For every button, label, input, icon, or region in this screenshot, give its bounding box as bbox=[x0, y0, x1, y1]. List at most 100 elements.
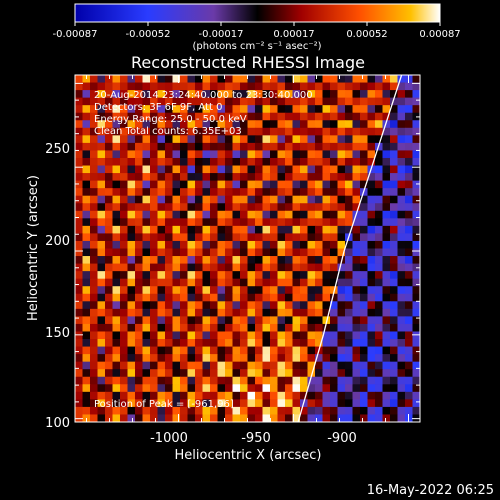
heatmap-cell bbox=[270, 339, 278, 347]
heatmap-cell bbox=[375, 97, 383, 106]
heatmap-cell bbox=[382, 150, 391, 159]
heatmap-cell bbox=[405, 256, 413, 264]
heatmap-cell bbox=[202, 188, 211, 197]
heatmap-cell bbox=[195, 346, 203, 355]
heatmap-cell bbox=[277, 165, 286, 174]
heatmap-cell bbox=[270, 256, 278, 264]
heatmap-cell bbox=[330, 75, 338, 83]
heatmap-cell bbox=[90, 323, 98, 332]
heatmap-cell bbox=[202, 75, 211, 83]
heatmap-cell bbox=[180, 346, 188, 355]
heatmap-cell bbox=[105, 248, 113, 257]
heatmap-cell bbox=[247, 195, 256, 204]
heatmap-cell bbox=[202, 240, 211, 249]
heatmap-cell bbox=[105, 323, 113, 332]
heatmap-cell bbox=[292, 323, 301, 332]
heatmap-cell bbox=[382, 391, 391, 400]
heatmap-cell bbox=[157, 225, 166, 234]
heatmap-cell bbox=[202, 278, 211, 287]
heatmap-cell bbox=[82, 195, 91, 204]
heatmap-cell bbox=[180, 399, 188, 408]
heatmap-cell bbox=[382, 323, 391, 332]
heatmap-cell bbox=[390, 414, 398, 422]
heatmap-cell bbox=[360, 233, 368, 242]
heatmap-cell bbox=[90, 346, 98, 355]
heatmap-cell bbox=[367, 376, 376, 385]
heatmap-cell bbox=[322, 323, 331, 332]
heatmap-cell bbox=[105, 399, 113, 408]
heatmap-cell bbox=[127, 203, 136, 212]
heatmap-cell bbox=[292, 135, 301, 144]
heatmap-cell bbox=[300, 150, 308, 159]
heatmap-cell bbox=[82, 157, 91, 166]
heatmap-cell bbox=[307, 127, 316, 136]
heatmap-cell bbox=[292, 414, 301, 422]
heatmap-cell bbox=[307, 354, 316, 363]
heatmap-cell bbox=[367, 301, 376, 310]
heatmap-cell bbox=[262, 339, 271, 347]
heatmap-cell bbox=[285, 127, 293, 136]
heatmap-cell bbox=[202, 361, 211, 370]
heatmap-cell bbox=[180, 316, 188, 325]
heatmap-cell bbox=[195, 203, 203, 212]
heatmap-cell bbox=[337, 406, 346, 415]
heatmap-cell bbox=[172, 75, 181, 83]
heatmap-cell bbox=[270, 150, 278, 159]
heatmap-cell bbox=[322, 301, 331, 310]
heatmap-cell bbox=[217, 180, 226, 189]
heatmap-cell bbox=[82, 90, 91, 99]
heatmap-cell bbox=[142, 240, 151, 249]
heatmap-cell bbox=[142, 263, 151, 272]
heatmap-cell bbox=[202, 271, 211, 280]
heatmap-cell bbox=[172, 240, 181, 249]
x-axis-label: Heliocentric X (arcsec) bbox=[175, 448, 322, 463]
heatmap-cell bbox=[112, 316, 121, 325]
info-detectors: Detectors: 3F 6F 9F, Att 0 bbox=[94, 102, 222, 113]
heatmap-cell bbox=[360, 90, 368, 99]
heatmap-cell bbox=[307, 414, 316, 422]
heatmap-cell bbox=[75, 188, 83, 197]
heatmap-cell bbox=[210, 331, 218, 340]
heatmap-cell bbox=[75, 391, 83, 400]
heatmap-cell bbox=[367, 278, 376, 287]
heatmap-cell bbox=[225, 339, 233, 347]
heatmap-cell bbox=[292, 203, 301, 212]
heatmap-cell bbox=[112, 384, 121, 393]
heatmap-cell bbox=[405, 376, 413, 385]
heatmap-cell bbox=[367, 240, 376, 249]
heatmap-cell bbox=[292, 346, 301, 355]
heatmap-cell bbox=[135, 406, 143, 415]
heatmap-cell bbox=[157, 180, 166, 189]
heatmap-cell bbox=[375, 218, 383, 227]
heatmap-cell bbox=[82, 286, 91, 295]
heatmap-cell bbox=[285, 376, 293, 385]
heatmap-cell bbox=[277, 286, 286, 295]
heatmap-cell bbox=[75, 233, 83, 242]
heatmap-cell bbox=[195, 391, 203, 400]
heatmap-cell bbox=[397, 75, 406, 83]
heatmap-cell bbox=[345, 150, 353, 159]
heatmap-cell bbox=[180, 203, 188, 212]
heatmap-cell bbox=[292, 354, 301, 363]
heatmap-cell bbox=[180, 256, 188, 264]
heatmap-cell bbox=[330, 346, 338, 355]
heatmap-cell bbox=[135, 135, 143, 144]
heatmap-cell bbox=[397, 286, 406, 295]
heatmap-cell bbox=[412, 286, 420, 295]
heatmap-cell bbox=[322, 406, 331, 415]
heatmap-cell bbox=[375, 278, 383, 287]
heatmap-cell bbox=[397, 97, 406, 106]
heatmap-cell bbox=[150, 225, 158, 234]
heatmap-cell bbox=[232, 376, 241, 385]
heatmap-cell bbox=[322, 391, 331, 400]
heatmap-cell bbox=[240, 248, 248, 257]
heatmap-cell bbox=[142, 165, 151, 174]
heatmap-cell bbox=[217, 195, 226, 204]
heatmap-cell bbox=[345, 293, 353, 302]
heatmap-cell bbox=[202, 256, 211, 264]
heatmap-cell bbox=[307, 391, 316, 400]
heatmap-cell bbox=[405, 323, 413, 332]
heatmap-cell bbox=[210, 399, 218, 408]
heatmap-cell bbox=[232, 240, 241, 249]
heatmap-cell bbox=[390, 339, 398, 347]
